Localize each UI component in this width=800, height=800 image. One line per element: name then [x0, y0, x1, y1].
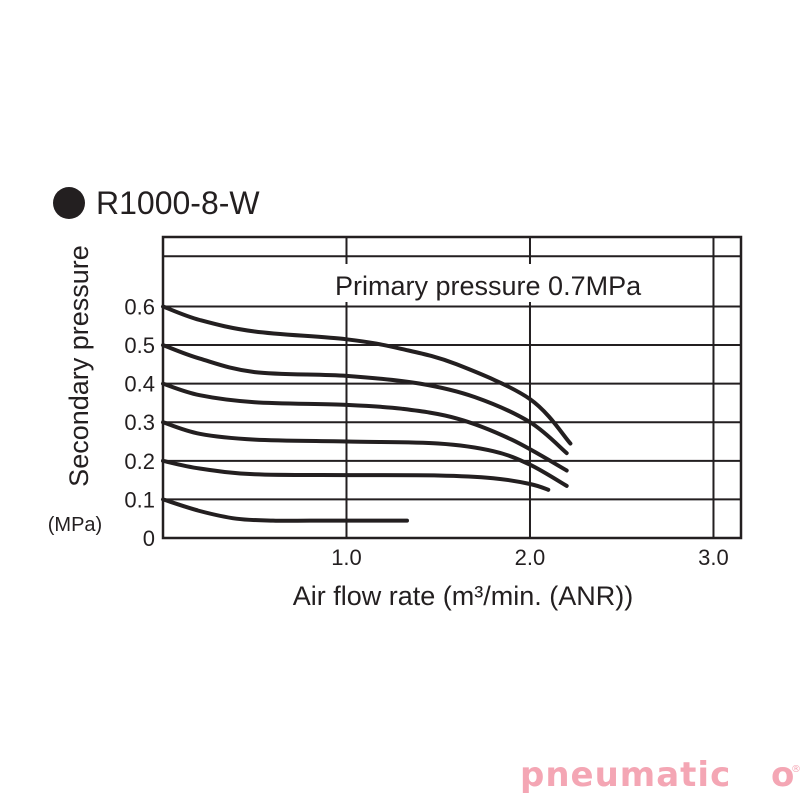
series-curves [161, 304, 573, 523]
y-axis-unit: (MPa) [48, 514, 102, 536]
brand-logo: pneumatic o ® [520, 755, 800, 795]
y-tick-label: 0.6 [124, 294, 155, 319]
x-tick-label: 2.0 [515, 545, 546, 570]
series-line-2 [161, 458, 551, 492]
x-tick-labels: 1.0 2.0 3.0 [331, 545, 729, 570]
chart-title: R1000-8-W [96, 185, 260, 221]
y-tick-label: 0.2 [124, 449, 155, 474]
x-axis-label: Air flow rate (m³/min. (ANR)) [293, 581, 634, 611]
registered-mark-icon: ® [791, 764, 800, 775]
series-line-6 [161, 304, 573, 446]
x-tick-label: 1.0 [331, 545, 362, 570]
y-axis-label: Secondary pressure [64, 245, 94, 487]
primary-pressure-annotation: Primary pressure 0.7MPa [335, 271, 642, 301]
plot-frame [161, 235, 743, 540]
series-line-5 [161, 343, 569, 456]
series-line-1 [161, 497, 409, 523]
annotation-background [325, 264, 703, 302]
title-bullet-icon [53, 187, 85, 219]
brand-wordmark: pneumatic [520, 755, 731, 795]
y-tick-label: 0.3 [124, 410, 155, 435]
y-tick-label: 0 [143, 526, 155, 551]
grid-lines [163, 237, 741, 538]
y-tick-label: 0.4 [124, 372, 155, 397]
y-tick-labels: 0 0.1 0.2 0.3 0.4 0.5 0.6 [124, 294, 155, 551]
brand-wordmark-suffix: o [771, 755, 795, 795]
series-line-3 [161, 420, 569, 488]
y-tick-label: 0.1 [124, 487, 155, 512]
series-line-4 [161, 381, 569, 473]
y-tick-label: 0.5 [124, 333, 155, 358]
x-tick-label: 3.0 [698, 545, 729, 570]
